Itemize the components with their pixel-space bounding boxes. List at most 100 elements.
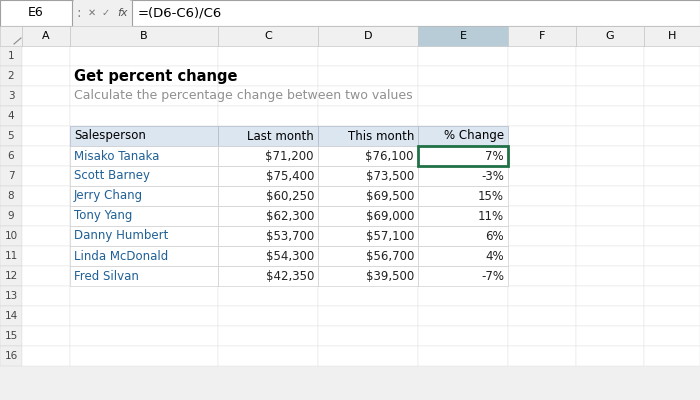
Bar [0,46,22,66]
Text: $71,200: $71,200 [265,150,314,162]
Bar [70,266,218,286]
Text: C: C [264,31,272,41]
Bar [0,146,22,166]
Bar [218,146,318,166]
Bar [70,46,218,66]
Bar [644,66,700,86]
Text: ✕: ✕ [88,8,96,18]
Bar [218,166,318,186]
Bar [576,326,644,346]
Bar [576,246,644,266]
Bar [318,106,418,126]
Bar [508,186,576,206]
Bar [22,226,70,246]
Bar [318,246,418,266]
Text: 1: 1 [8,51,14,61]
Bar [576,206,644,226]
Bar [418,326,508,346]
Bar [218,286,318,306]
Bar [508,326,576,346]
Text: Get percent change: Get percent change [74,68,237,84]
Bar [576,126,644,146]
Bar [22,146,70,166]
Bar [70,106,218,126]
Bar [508,286,576,306]
Text: $69,500: $69,500 [365,190,414,202]
Text: Calculate the percentage change between two values: Calculate the percentage change between … [74,90,412,102]
Bar [70,326,218,346]
Bar [318,226,418,246]
Text: 16: 16 [4,351,18,361]
Text: -3%: -3% [481,170,504,182]
Text: $69,000: $69,000 [365,210,414,222]
Bar [318,246,418,266]
Bar [70,226,218,246]
Bar [508,146,576,166]
Bar [318,326,418,346]
Bar [418,246,508,266]
Bar [644,46,700,66]
Bar [318,86,418,106]
Bar [218,186,318,206]
Bar [0,166,22,186]
Bar [508,46,576,66]
Bar [70,206,218,226]
Bar [22,246,70,266]
Text: 15: 15 [4,331,18,341]
Bar [418,346,508,366]
Bar [418,26,508,46]
Bar [0,246,22,266]
Bar [218,146,318,166]
Bar [0,186,22,206]
Bar [70,346,218,366]
Text: Tony Yang: Tony Yang [74,210,132,222]
Bar [418,166,508,186]
Bar [70,126,218,146]
Text: 14: 14 [4,311,18,321]
Bar [318,206,418,226]
Bar [0,226,22,246]
Bar [576,26,644,46]
Text: 11%: 11% [478,210,504,222]
Text: $56,700: $56,700 [365,250,414,262]
Bar [0,206,22,226]
Bar [418,246,508,266]
Text: 10: 10 [4,231,18,241]
Text: G: G [606,31,615,41]
Bar [218,86,318,106]
Bar [418,306,508,326]
Bar [508,346,576,366]
Bar [218,306,318,326]
Bar [644,226,700,246]
Bar [0,286,22,306]
Text: Last month: Last month [247,130,314,142]
Text: 4%: 4% [485,250,504,262]
Bar [418,206,508,226]
Bar [0,346,22,366]
Bar [644,326,700,346]
Bar [22,266,70,286]
Text: Scott Barney: Scott Barney [74,170,150,182]
Bar [70,266,218,286]
Bar [318,286,418,306]
Bar [508,126,576,146]
Text: 6: 6 [8,151,14,161]
Bar [22,186,70,206]
Bar [218,186,318,206]
Bar [418,286,508,306]
Bar [418,166,508,186]
Text: B: B [140,31,148,41]
Bar [218,226,318,246]
Bar [318,186,418,206]
Bar [418,226,508,246]
Text: =(D6-C6)/C6: =(D6-C6)/C6 [138,6,223,20]
Bar [508,106,576,126]
Bar [22,86,70,106]
Bar [576,286,644,306]
Bar [218,126,318,146]
Text: 6%: 6% [485,230,504,242]
Bar [0,126,22,146]
Bar [576,86,644,106]
Bar [644,286,700,306]
Bar [70,146,218,166]
